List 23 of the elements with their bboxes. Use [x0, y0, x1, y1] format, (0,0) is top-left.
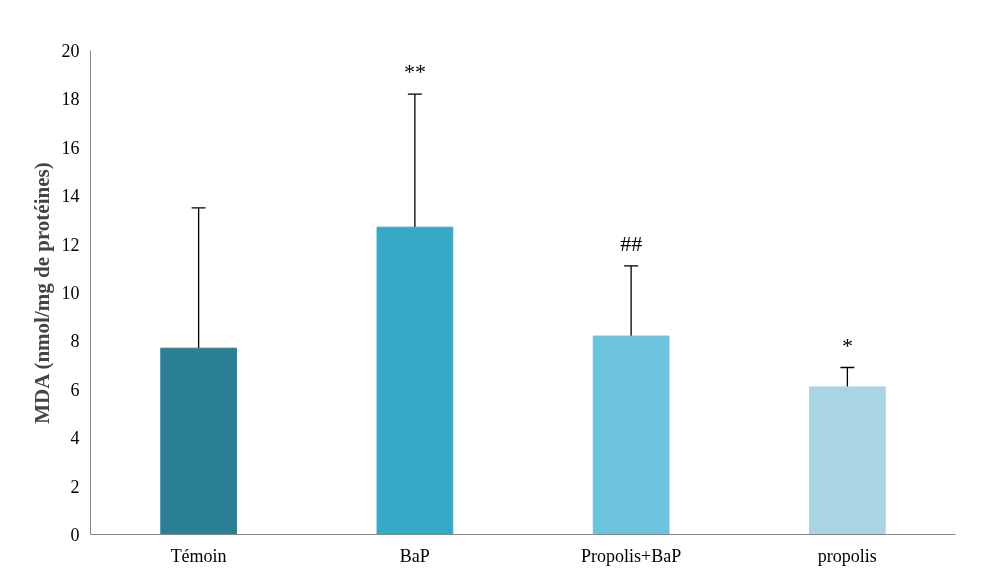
y-tick-label: 20	[61, 41, 80, 61]
x-tick-label: Propolis+BaP	[581, 545, 682, 566]
y-tick-label: 8	[70, 331, 80, 352]
y-tick-label: 10	[61, 283, 80, 303]
y-tick-label: 2	[70, 476, 80, 497]
bar	[376, 226, 454, 535]
annotation: *	[841, 332, 853, 358]
x-tick-label: Témoin	[170, 545, 227, 566]
y-tick-label: 6	[70, 379, 80, 400]
y-tick-label: 18	[61, 89, 80, 110]
y-tick-label: 0	[70, 525, 80, 545]
y-tick-label: 14	[61, 186, 80, 207]
x-tick-label: BaP	[399, 545, 430, 566]
y-tick-label: 16	[61, 137, 80, 158]
bar	[160, 347, 237, 535]
y-axis-title: MDA (nmol/mg de protéines)	[29, 162, 54, 424]
y-tick-label: 4	[70, 428, 80, 449]
x-tick-label: propolis	[817, 545, 877, 566]
bar	[809, 386, 886, 535]
annotation: **	[403, 59, 426, 85]
annotation: ##	[620, 230, 643, 256]
y-tick-label: 12	[61, 234, 80, 255]
bar	[592, 335, 670, 535]
